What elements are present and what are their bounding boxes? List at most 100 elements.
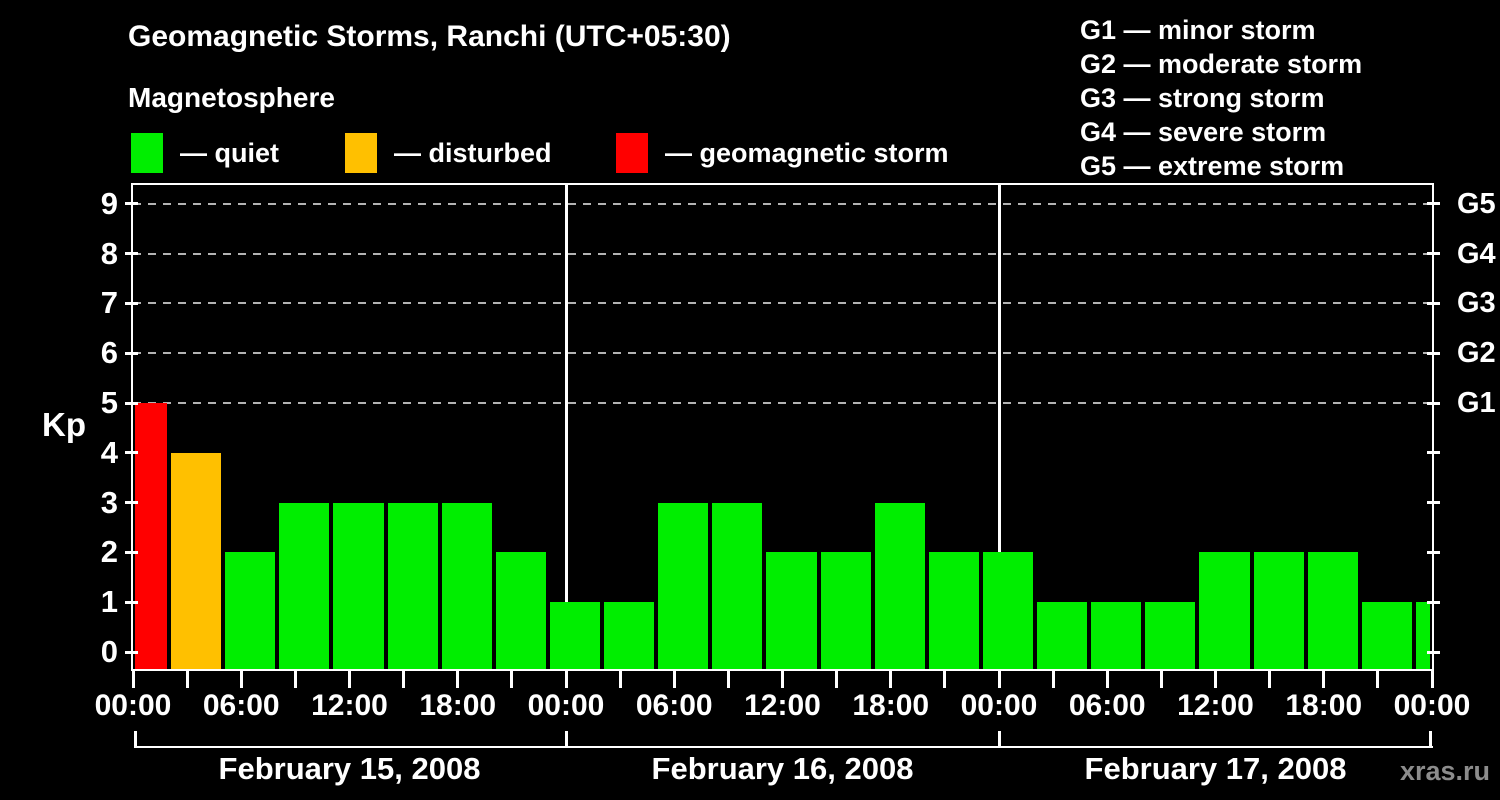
y-tick-right: [1427, 650, 1440, 654]
x-tick-label: 12:00: [311, 689, 388, 722]
x-tick-label: 18:00: [852, 689, 930, 722]
y-tick-left: [125, 401, 138, 405]
kp-bar: [1307, 552, 1358, 669]
g5-legend-line: G5 — extreme storm: [1080, 151, 1345, 181]
y-tick-label: 8: [100, 235, 118, 271]
y-axis-title: Kp: [42, 406, 86, 443]
plot-area: [125, 183, 1440, 671]
y-tick-left: [125, 650, 138, 654]
y-tick-left: [125, 252, 138, 256]
x-tick: [781, 671, 784, 688]
y-tick-label: 1: [100, 584, 118, 620]
g-axis-label: G2: [1457, 337, 1496, 370]
x-tick: [1105, 671, 1109, 688]
x-tick: [1268, 671, 1272, 688]
x-tick-label: 00:00: [960, 689, 1038, 722]
y-tick-right: [1427, 351, 1440, 355]
y-tick-left: [125, 550, 138, 554]
quiet-color-swatch: [131, 133, 163, 173]
x-tick: [997, 671, 1001, 688]
x-tick: [456, 671, 460, 688]
g3-legend-line: G3 — strong storm: [1080, 83, 1325, 113]
date-label: February 16, 2008: [651, 751, 914, 786]
y-tick-left: [125, 501, 138, 505]
kp-bar: [135, 403, 168, 669]
day-bracket-tick: [134, 731, 137, 748]
grid-line-kp9: [133, 202, 1432, 205]
x-tick: [618, 671, 622, 688]
x-tick-label: 12:00: [1177, 689, 1254, 722]
kp-bar: [658, 502, 709, 669]
kp-bar: [820, 552, 871, 669]
day-bracket-tick: [1429, 731, 1432, 748]
x-tick: [1430, 671, 1434, 688]
y-tick-right: [1427, 501, 1440, 505]
x-tick-label: 12:00: [744, 689, 821, 722]
legend-item-quiet: — quiet: [131, 133, 279, 173]
x-tick: [510, 671, 514, 688]
date-label: February 15, 2008: [218, 751, 481, 786]
legend-label-storm: — geomagnetic storm: [665, 137, 949, 168]
kp-bar: [225, 552, 276, 669]
x-tick: [131, 671, 135, 688]
kp-bar: [279, 502, 330, 669]
kp-bar: [604, 602, 655, 669]
y-tick-label: 7: [100, 285, 118, 321]
g-axis-label: G1: [1457, 387, 1496, 419]
y-tick-right: [1427, 550, 1440, 554]
y-tick-left: [125, 600, 138, 604]
kp-bar: [1091, 602, 1142, 669]
y-tick-label: 3: [100, 484, 118, 520]
x-tick-label: 00:00: [527, 689, 605, 722]
y-tick-label: 0: [100, 634, 118, 669]
g-axis-label: G3: [1457, 287, 1496, 320]
x-tick: [239, 671, 243, 688]
x-tick: [1214, 671, 1217, 688]
y-tick-right: [1427, 301, 1440, 305]
g-axis-label: G4: [1457, 237, 1496, 270]
y-tick-right: [1427, 401, 1440, 405]
y-tick-right: [1427, 600, 1440, 604]
day-bracket-line: [134, 746, 1433, 748]
x-tick: [1159, 671, 1163, 688]
y-tick-left: [125, 301, 138, 305]
grid-line-kp7: [133, 302, 1432, 305]
x-tick: [672, 671, 676, 688]
x-tick-label: 18:00: [1285, 689, 1363, 722]
x-tick: [185, 671, 189, 688]
x-tick: [943, 671, 947, 688]
page-title: Geomagnetic Storms, Ranchi (UTC+05:30): [128, 20, 731, 53]
watermark: xras.ru: [1399, 756, 1490, 786]
day-separator-line: [564, 185, 568, 669]
x-tick: [889, 671, 893, 688]
kp-bar: [1199, 552, 1250, 669]
x-tick-label: 06:00: [635, 689, 713, 722]
y-tick-label: 5: [100, 385, 118, 420]
kp-bar: [766, 552, 817, 669]
g2-legend-line: G2 — moderate storm: [1080, 49, 1363, 79]
kp-bar: [874, 502, 925, 669]
x-tick-label: 00:00: [1393, 689, 1471, 722]
legend-label-disturbed: — disturbed: [394, 137, 552, 168]
y-tick-left: [125, 351, 138, 355]
kp-bar: [1361, 602, 1412, 669]
day-separator-line: [997, 185, 1001, 669]
g-axis-label: G5: [1457, 187, 1496, 220]
g1-legend-line: G1 — minor storm: [1080, 15, 1316, 45]
kp-bar: [1415, 602, 1430, 669]
date-label: February 17, 2008: [1084, 751, 1347, 786]
grid-line-kp5: [133, 402, 1432, 404]
kp-bar: [171, 452, 222, 669]
y-tick-right: [1427, 202, 1440, 206]
kp-bar: [982, 552, 1034, 669]
kp-bar: [387, 502, 438, 669]
x-tick-label: 06:00: [202, 689, 280, 722]
x-tick: [564, 671, 568, 688]
y-tick-label: 6: [100, 335, 118, 371]
x-tick: [1376, 671, 1380, 688]
x-tick: [1051, 671, 1055, 688]
chart-subtitle: Magnetosphere: [128, 82, 335, 113]
kp-bar: [495, 552, 546, 669]
legend-item-disturbed: — disturbed: [345, 133, 552, 173]
